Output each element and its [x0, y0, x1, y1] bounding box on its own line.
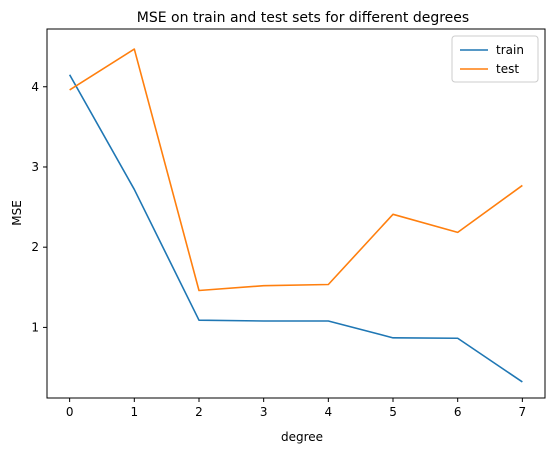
x-axis-label: degree	[281, 430, 323, 444]
legend-box	[451, 35, 539, 83]
x-tick-label: 6	[454, 405, 462, 419]
x-tick-label: 1	[130, 405, 138, 419]
series-line-train	[68, 74, 523, 383]
legend-label-test: test	[496, 62, 519, 76]
x-tick-label: 5	[389, 405, 397, 419]
y-axis: 1 2 3 4	[31, 80, 47, 334]
series-line-test	[69, 48, 523, 292]
x-tick-label: 2	[195, 405, 203, 419]
y-tick-label: 1	[31, 320, 39, 334]
chart-title: MSE on train and test sets for different…	[137, 10, 469, 26]
x-tick-label: 4	[325, 405, 333, 419]
legend: train test	[451, 35, 539, 83]
plot-area-frame	[46, 28, 546, 399]
x-tick-label: 0	[66, 405, 74, 419]
y-tick-label: 2	[31, 240, 39, 254]
legend-label-train: train	[496, 43, 524, 57]
y-tick-label: 4	[31, 80, 39, 94]
y-tick-label: 3	[31, 160, 39, 174]
x-tick-label: 3	[260, 405, 268, 419]
y-axis-label: MSE	[10, 200, 24, 226]
x-tick-label: 7	[519, 405, 527, 419]
x-axis: 0 1 2 3 4 5 6 7	[66, 398, 526, 419]
